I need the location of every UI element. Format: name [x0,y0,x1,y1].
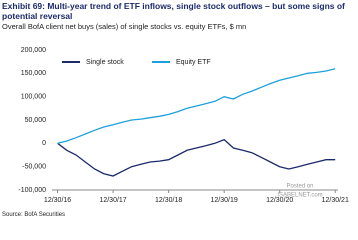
y-tick-label: 0 [42,140,46,147]
x-tick-label: 12/30/19 [211,197,238,204]
x-tick-label: 12/30/21 [322,197,349,204]
source-note: Source: BofA Securities [2,212,66,218]
y-tick-label: -50,000 [22,164,46,171]
series-line [57,138,336,177]
y-tick-label: 150,000 [21,70,46,77]
page: Exhibit 69: Multi-year trend of ETF infl… [2,1,349,218]
legend-label: Single stock [86,59,124,66]
chart: -100,000 -50,000 0 50,000 100,000 150,000 200,… [18,47,349,204]
y-tick-label: 50,000 [25,117,47,124]
legend-label: Equity ETF [176,59,211,66]
watermark: ISABELNET.com [277,193,322,199]
chart-title: Exhibit 69: Multi-year trend of ETF infl… [2,1,345,21]
y-tick-label: 200,000 [21,47,46,54]
x-tick-label: 12/30/17 [99,197,126,204]
y-tick-label: -100,000 [18,187,46,194]
series-line [57,68,336,144]
y-tick-label: 100,000 [21,94,46,101]
x-tick-label: 12/30/18 [155,197,182,204]
x-tick-label: 12/30/20 [266,197,293,204]
chart-subtitle: Overall BofA client net buys (sales) of … [2,22,247,31]
x-tick-label: 12/30/16 [44,197,71,204]
watermark: Posted on [286,184,313,190]
